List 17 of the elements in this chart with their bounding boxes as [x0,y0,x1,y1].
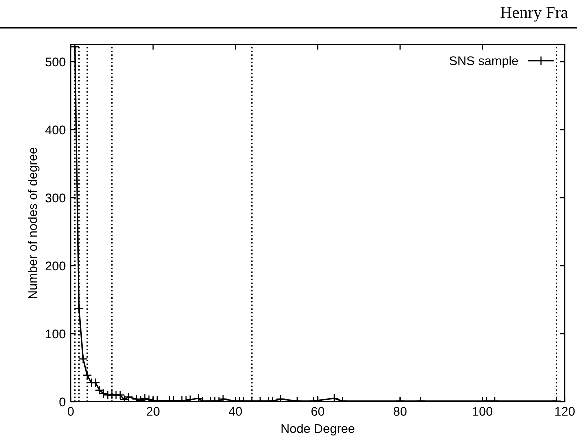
y-tick-label: 100 [46,330,66,339]
x-tick-label: 40 [229,407,242,416]
y-tick-label: 300 [46,194,66,203]
x-axis-title: Node Degree [282,424,355,436]
x-tick-label: 20 [147,407,160,416]
x-tick-label: 0 [68,407,74,416]
x-tick-label: 120 [556,407,575,416]
x-tick-label: 100 [473,407,493,416]
y-tick-label: 500 [46,58,66,67]
y-axis-title: Number of nodes of degree [28,148,40,299]
legend-label: SNS sample [450,56,518,68]
x-tick-label: 60 [312,407,324,416]
text: Henry Fra [500,7,568,22]
y-tick-label: 200 [46,262,66,271]
y-tick-label: 0 [60,398,66,407]
y-tick-label: 400 [46,126,66,135]
x-tick-label: 80 [394,407,407,416]
